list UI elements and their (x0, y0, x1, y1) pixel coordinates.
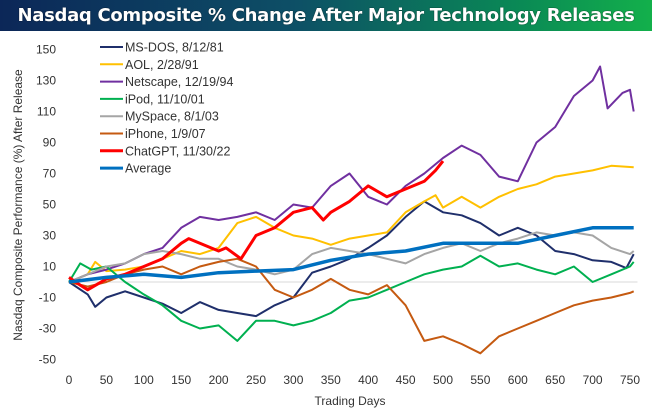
legend-label: iPhone, 1/9/07 (125, 127, 206, 141)
series-line-3 (68, 254, 635, 342)
y-tick-label: 150 (36, 43, 56, 57)
y-axis-label: Nasdaq Composite Performance (%) After R… (11, 69, 25, 341)
x-tick-label: 350 (321, 373, 341, 387)
x-tick-label: 400 (358, 373, 378, 387)
series-line-1 (68, 164, 634, 283)
x-tick-label: 0 (66, 373, 73, 387)
legend-label: ChatGPT, 11/30/22 (125, 144, 230, 158)
x-tick-label: 600 (508, 373, 528, 387)
legend-label: AOL, 2/28/91 (125, 58, 199, 72)
x-tick-label: 500 (433, 373, 453, 387)
legend-label: iPod, 11/10/01 (125, 92, 205, 106)
y-tick-label: 110 (37, 105, 56, 119)
series-lines (68, 65, 635, 355)
x-axis-label: Trading Days (315, 394, 386, 408)
y-tick-label: 10 (43, 260, 57, 274)
series-line-6 (68, 160, 445, 292)
y-tick-label: -50 (39, 353, 57, 367)
y-tick-label: 50 (43, 198, 57, 212)
legend-item: Netscape, 12/19/94 (100, 75, 233, 89)
x-tick-label: 100 (134, 373, 154, 387)
legend-label: MySpace, 8/1/03 (125, 110, 219, 124)
legend-item: iPhone, 1/9/07 (100, 127, 206, 141)
series-line-7 (68, 226, 634, 284)
x-tick-label: 700 (583, 373, 603, 387)
x-tick-label: 50 (100, 373, 114, 387)
x-tick-label: 150 (171, 373, 191, 387)
y-tick-label: 30 (43, 229, 57, 243)
x-tick-label: 200 (209, 373, 229, 387)
series-line-2 (68, 65, 635, 283)
y-axis-ticks: 150 130 110 90 70 50 30 10 -10 -30 -50 (36, 43, 56, 367)
legend-item: ChatGPT, 11/30/22 (100, 144, 230, 158)
y-tick-label: 130 (36, 74, 56, 88)
legend-item: AOL, 2/28/91 (100, 58, 199, 72)
chart-title: Nasdaq Composite % Change After Major Te… (17, 5, 635, 26)
y-tick-label: 90 (43, 136, 57, 150)
x-tick-label: 550 (470, 373, 490, 387)
y-tick-label: 70 (43, 167, 57, 181)
x-tick-label: 450 (396, 373, 416, 387)
legend-label: Average (125, 162, 171, 176)
title-banner: Nasdaq Composite % Change After Major Te… (0, 0, 652, 31)
legend-label: MS-DOS, 8/12/81 (125, 41, 224, 55)
legend-item: iPod, 11/10/01 (100, 92, 205, 106)
x-axis-ticks: 0 50 100 150 200 250 300 350 400 450 500 550 600 650 7… (66, 373, 641, 387)
legend-label: Netscape, 12/19/94 (125, 75, 233, 89)
x-tick-label: 250 (246, 373, 266, 387)
series-line-0 (68, 200, 635, 318)
x-tick-label: 750 (620, 373, 640, 387)
y-tick-label: -30 (39, 322, 57, 336)
series-line-5 (68, 257, 635, 355)
y-tick-label: -10 (39, 291, 57, 305)
legend-item: MySpace, 8/1/03 (100, 110, 219, 124)
legend: MS-DOS, 8/12/81 AOL, 2/28/91 Netscape, 12/… (100, 41, 233, 176)
x-tick-label: 650 (545, 373, 565, 387)
x-tick-label: 300 (283, 373, 303, 387)
legend-item: MS-DOS, 8/12/81 (100, 41, 224, 55)
legend-item: Average (100, 162, 171, 176)
